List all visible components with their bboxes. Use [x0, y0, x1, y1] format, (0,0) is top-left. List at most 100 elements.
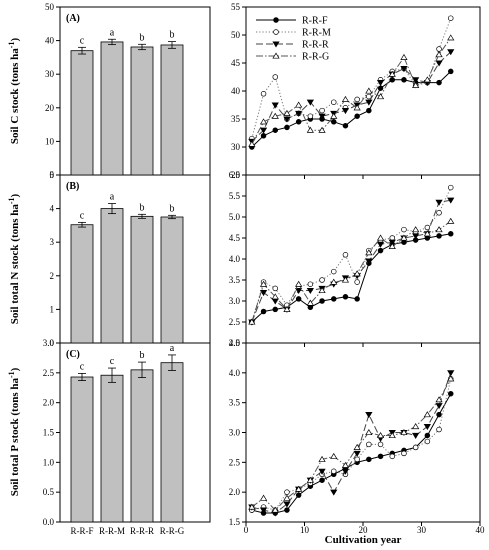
y-tick-label: 0.5 — [43, 487, 55, 497]
bar — [70, 376, 94, 523]
data-point — [295, 119, 302, 125]
data-point — [448, 184, 454, 191]
data-point — [400, 66, 408, 73]
y-tick-label: 1.5 — [229, 517, 241, 527]
series-line — [251, 220, 452, 323]
y-tick-label: 4.0 — [229, 368, 241, 378]
data-point — [341, 276, 350, 283]
data-point — [447, 217, 455, 224]
data-point — [447, 375, 455, 382]
data-point — [306, 299, 314, 306]
data-point — [400, 234, 408, 241]
data-point — [342, 122, 349, 129]
data-point — [295, 485, 303, 492]
data-point — [341, 95, 350, 102]
y-tick-label: 5.0 — [229, 212, 241, 222]
significance-letter: c — [80, 210, 85, 221]
data-point — [412, 81, 420, 88]
y-tick-label: 30 — [231, 142, 241, 152]
data-point — [259, 290, 268, 297]
data-point — [353, 450, 361, 457]
data-point — [295, 280, 303, 287]
data-point — [295, 287, 303, 294]
y-tick-label: 45 — [231, 58, 241, 68]
y-tick-label: 20 — [45, 103, 55, 113]
data-point — [435, 226, 443, 233]
data-point — [271, 506, 279, 513]
data-point — [283, 109, 291, 116]
data-point — [376, 432, 385, 439]
data-point — [342, 252, 349, 258]
data-point — [330, 489, 338, 496]
y-tick-label: 0.0 — [43, 517, 55, 527]
y-axis-title-a: Soil C stock (tons ha-1) — [7, 38, 21, 145]
series-line — [251, 233, 451, 323]
bar — [100, 41, 124, 176]
data-point — [273, 29, 279, 35]
y-tick-label: 1.0 — [43, 457, 55, 467]
y-tick-label: 2.5 — [229, 457, 241, 467]
line-panel-3-frame — [245, 342, 481, 523]
data-point — [401, 450, 407, 457]
data-point — [331, 119, 337, 125]
series-R-R-F — [249, 390, 454, 516]
data-point — [306, 476, 314, 483]
data-point — [400, 53, 408, 60]
data-point — [341, 108, 350, 115]
bar — [130, 215, 154, 344]
series-R-R-R — [248, 370, 455, 517]
data-point — [259, 507, 268, 514]
data-point — [412, 432, 420, 439]
data-point — [342, 294, 349, 300]
x-category-label: R-R-M — [99, 526, 125, 536]
data-point — [319, 107, 325, 114]
data-point — [401, 77, 407, 83]
legend-label: R-R-R — [302, 40, 329, 51]
bar — [160, 362, 184, 523]
data-point — [436, 79, 442, 86]
data-point — [447, 34, 455, 41]
series-R-R-F — [249, 231, 454, 325]
data-point — [271, 112, 279, 119]
y-tick-label: 50 — [45, 2, 55, 12]
y-tick-label: 3.0 — [43, 338, 55, 348]
data-point — [295, 110, 303, 117]
data-point — [366, 441, 372, 448]
data-point — [354, 279, 360, 285]
data-point — [318, 287, 326, 294]
y-tick-label: 2 — [50, 271, 55, 281]
data-point — [353, 104, 361, 111]
bar — [70, 224, 94, 344]
data-point — [272, 52, 280, 59]
y-tick-label: 25 — [231, 170, 241, 180]
data-point — [306, 287, 314, 294]
x-tick-label: 20 — [359, 525, 369, 535]
y-tick-label: 55 — [231, 2, 241, 12]
data-point — [424, 224, 431, 231]
data-point — [259, 494, 268, 501]
data-point — [366, 93, 372, 100]
y-axis-title-b: Soil total N stock (tons ha-1) — [7, 193, 21, 324]
data-point — [412, 233, 420, 240]
data-point — [272, 127, 279, 133]
significance-letter: a — [110, 192, 115, 203]
data-point — [388, 70, 396, 77]
series-R-R-M — [249, 15, 454, 142]
y-tick-label: 3.5 — [229, 275, 241, 285]
series-line — [251, 393, 452, 514]
x-category-label: R-R-G — [160, 526, 185, 536]
significance-letter: b — [140, 32, 145, 43]
data-point — [306, 99, 314, 106]
y-tick-label: 2.5 — [43, 368, 55, 378]
data-point — [353, 270, 361, 277]
series-line — [251, 51, 452, 142]
data-point — [295, 296, 302, 302]
significance-letter: c — [80, 35, 85, 46]
data-point — [271, 102, 279, 109]
data-point — [319, 298, 325, 304]
data-point — [377, 453, 384, 460]
data-point — [295, 101, 303, 108]
y-tick-label: 5.5 — [229, 191, 241, 201]
data-point — [331, 468, 337, 475]
